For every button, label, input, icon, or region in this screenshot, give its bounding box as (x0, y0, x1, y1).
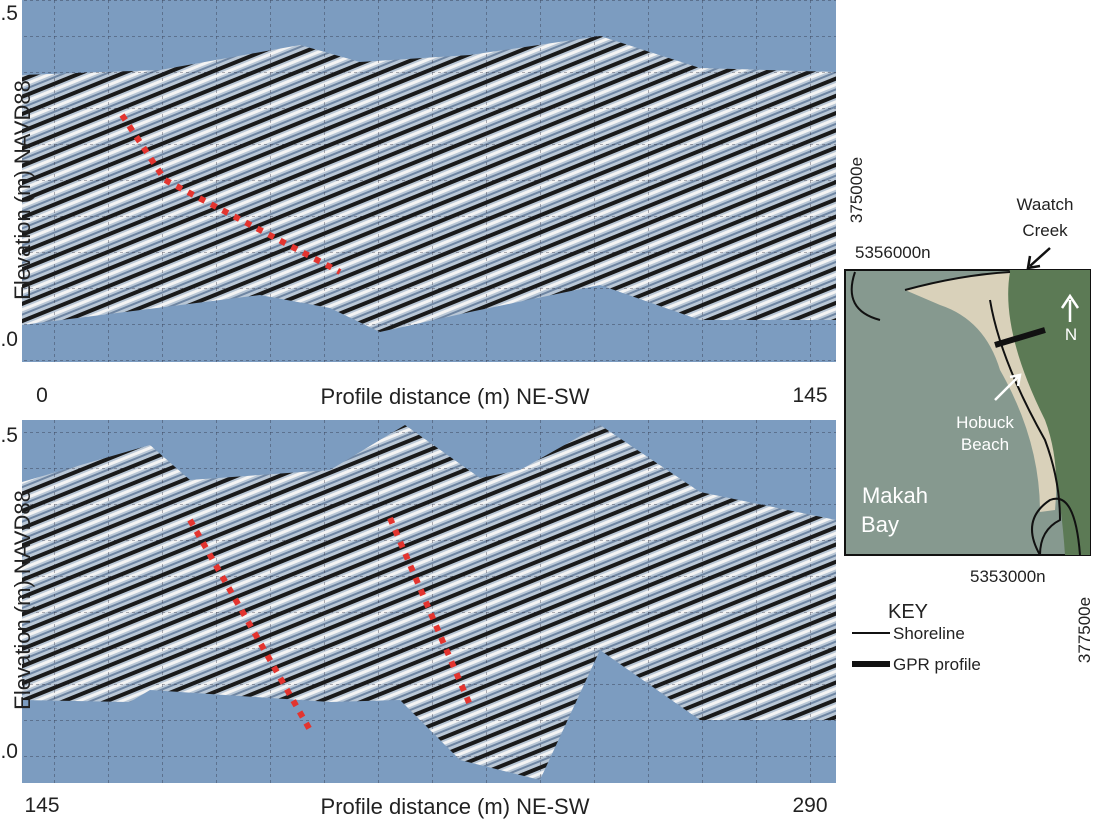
key-item: Shoreline (893, 624, 965, 643)
profile-panel: 6.5 0.0 Elevation (m) NAVD88 145 Profile… (0, 420, 836, 819)
reflector-trace (387, 516, 473, 707)
y-bottom-label: 0.0 (0, 328, 18, 351)
key-item: GPR profile (893, 655, 981, 674)
y-axis-title: Elevation (m) NAVD88 (10, 80, 35, 300)
grid (22, 0, 836, 362)
y-axis-title: Elevation (m) NAVD88 (10, 490, 35, 710)
beach-label: Hobuck (956, 413, 1014, 432)
key: KEY Shoreline GPR profile (852, 601, 981, 674)
y-top-label: 6.5 (0, 424, 18, 447)
north-arrow (1060, 293, 1080, 322)
y-top-label: 6.5 (0, 2, 18, 25)
x-axis-title: Profile distance (m) NE-SW (321, 794, 590, 819)
x-axis-title: Profile distance (m) NE-SW (321, 384, 590, 409)
site-map: N Hobuck Beach Makah Bay Waatch Creek 37… (844, 157, 1094, 663)
x-end-label: 290 (792, 794, 827, 817)
bay-label: Makah (862, 483, 928, 508)
x-start-label: 0 (36, 384, 48, 407)
northing-label: 5353000n (970, 567, 1046, 586)
easting-label: 375000e (847, 157, 866, 223)
reflector-trace (119, 113, 342, 275)
creek-label: Waatch (1016, 195, 1073, 214)
x-start-label: 145 (24, 794, 59, 817)
creek-arrow (1026, 247, 1051, 270)
creek-label: Creek (1022, 221, 1068, 240)
northing-label: 5356000n (855, 243, 931, 262)
bay-label: Bay (861, 512, 899, 537)
shoreline (850, 271, 1081, 556)
profile-panel: 6.5 0.0 Elevation (m) NAVD88 0 Profile d… (0, 0, 836, 409)
beach (905, 272, 1057, 512)
key-title: KEY (888, 601, 928, 623)
x-end-label: 145 (792, 384, 827, 407)
grid (22, 420, 836, 783)
beach-arrow (994, 373, 1022, 401)
gpr-profile-line (994, 327, 1046, 348)
y-bottom-label: 0.0 (0, 740, 18, 763)
beach-label: Beach (961, 435, 1009, 454)
north-label: N (1065, 325, 1077, 344)
easting-label: 377500e (1075, 597, 1094, 663)
reflector-trace (187, 518, 313, 732)
